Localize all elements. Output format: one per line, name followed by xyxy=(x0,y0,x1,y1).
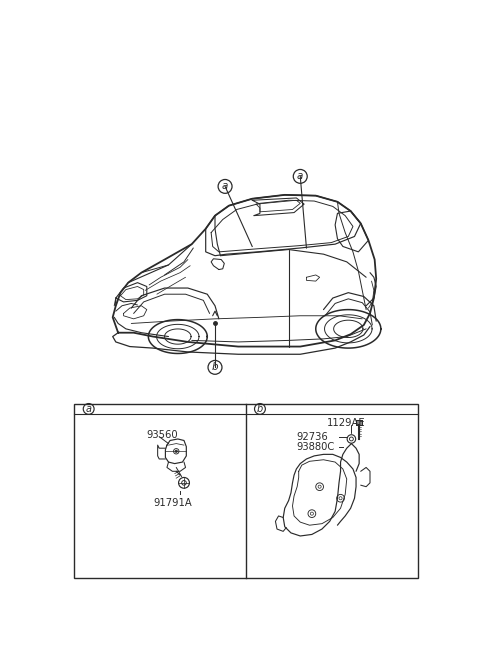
Text: 92736: 92736 xyxy=(296,432,328,442)
Circle shape xyxy=(175,450,178,453)
Text: 1129AE: 1129AE xyxy=(327,418,366,428)
Bar xyxy=(356,420,362,425)
Text: 93880C: 93880C xyxy=(296,441,335,452)
Text: a: a xyxy=(222,181,228,191)
Bar xyxy=(74,403,418,578)
Text: a: a xyxy=(297,172,303,181)
Text: b: b xyxy=(257,404,263,414)
Text: 91791A: 91791A xyxy=(153,498,192,508)
Text: 93560: 93560 xyxy=(147,430,179,440)
Text: a: a xyxy=(85,404,92,414)
Text: b: b xyxy=(212,362,218,372)
